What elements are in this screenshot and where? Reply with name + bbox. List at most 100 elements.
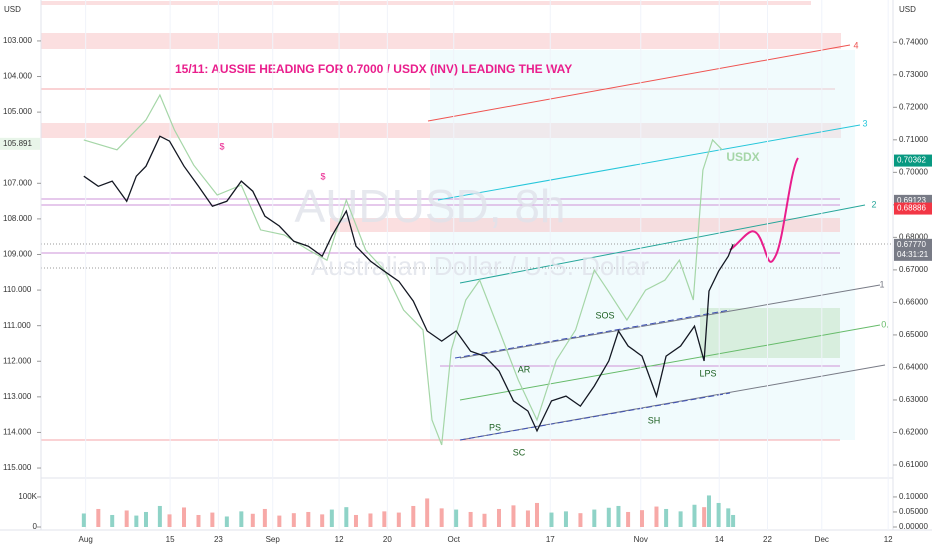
volume-bar: [167, 514, 172, 527]
y-tick-label: 0.74000: [899, 37, 928, 46]
volume-bar: [110, 514, 115, 527]
x-tick-label: 12: [884, 535, 893, 544]
x-tick-label: Dec: [815, 535, 829, 544]
volume-bar: [124, 510, 129, 527]
trend-line: [459, 324, 881, 401]
chart-title: 15/11: AUSSIE HEADING FOR 0.7000 / USDX …: [175, 62, 572, 76]
volume-bar: [344, 507, 349, 527]
volume-bar: [143, 511, 148, 527]
y-tick-label: 0.62000: [899, 428, 928, 437]
zone: [41, 33, 841, 49]
volume-bar: [196, 514, 201, 527]
usdx-label: 105.891: [3, 139, 32, 148]
volume-bar: [329, 509, 334, 527]
y2-tick-label: 110.000: [3, 285, 32, 294]
volume-bar: [639, 510, 644, 527]
volume-bar: [291, 513, 296, 527]
annotation: 3: [862, 118, 867, 128]
x-tick-label: 14: [715, 535, 724, 544]
x-tick-label: Aug: [79, 535, 93, 544]
y2-tick-label: 112.000: [3, 356, 32, 365]
volume-bar: [511, 505, 516, 527]
y2-tick-label: 115.000: [3, 463, 32, 472]
volume-bar: [534, 502, 539, 527]
volume-bar: [468, 511, 473, 527]
volume-bar: [525, 510, 530, 527]
volume-bar: [157, 505, 162, 527]
x-tick-label: 15: [166, 535, 175, 544]
price-label-bg: [894, 154, 932, 167]
zone: [330, 218, 840, 232]
volume-right-tick-label: 0.05000: [899, 507, 928, 516]
y2-tick-label: 111.000: [3, 321, 31, 330]
volume-bar: [396, 512, 401, 527]
volume-bar: [592, 509, 597, 527]
box: [700, 308, 840, 358]
volume-bar: [692, 504, 697, 527]
price-label: 0.68886: [897, 204, 926, 213]
trend-line: [427, 44, 851, 122]
y2-tick-label: 114.000: [3, 428, 32, 437]
series-line: [83, 93, 723, 446]
volume-bar: [606, 507, 611, 527]
y-tick-label: 0.64000: [899, 363, 928, 372]
watermark: AUDUSD, 8h: [295, 180, 566, 232]
annotation: $: [219, 141, 224, 151]
x-tick-label: Nov: [634, 535, 648, 544]
price-label-bg: [894, 202, 932, 215]
volume-bar: [250, 513, 255, 527]
annotation: 1: [879, 279, 884, 289]
volume-bar: [262, 508, 267, 527]
y-tick-label: 0.61000: [899, 460, 928, 469]
price-label-bg: [894, 238, 932, 261]
volume-bar: [134, 515, 139, 527]
y-tick-label: 0.70000: [899, 167, 928, 176]
y2-tick-label: 109.000: [3, 250, 32, 259]
y-tick-label: 0.68000: [899, 232, 928, 241]
volume-tick-label: 100K: [18, 492, 37, 501]
channel-line: [454, 309, 731, 359]
volume-bar: [664, 508, 669, 527]
volume-bar: [496, 508, 501, 527]
trend-line: [437, 124, 861, 201]
series-line: [83, 135, 734, 433]
price-label: 0.70362: [897, 156, 926, 165]
zone: [41, 1, 811, 5]
annotation: SC: [513, 447, 526, 457]
volume-bar: [277, 515, 282, 527]
axis-unit: USD: [899, 5, 916, 14]
y-tick-label: 0.65000: [899, 330, 928, 339]
annotation: AR: [518, 364, 531, 374]
y2-tick-label: 108.000: [3, 214, 32, 223]
x-tick-label: 22: [763, 535, 772, 544]
x-tick-label: 12: [335, 535, 344, 544]
trend-line: [459, 364, 886, 441]
x-tick-label: Sep: [266, 535, 281, 544]
volume-bar: [616, 505, 621, 527]
volume-bar: [368, 513, 373, 527]
price-label: 0.67770: [897, 240, 926, 249]
volume-bar: [439, 508, 444, 527]
y-tick-label: 0.73000: [899, 70, 928, 79]
volume-bar: [210, 512, 215, 527]
volume-bar: [182, 507, 187, 527]
x-tick-label: Oct: [447, 535, 460, 544]
annotation: USDX: [726, 150, 759, 164]
y2-tick-label: 104.000: [3, 72, 32, 81]
annotation: $: [320, 171, 325, 181]
y2-tick-label: 103.000: [3, 36, 32, 45]
volume-bar: [706, 495, 711, 527]
annotation: 2: [871, 199, 876, 209]
volume-bar: [454, 509, 459, 527]
y-tick-label: 0.66000: [899, 298, 928, 307]
volume-bar: [239, 511, 244, 527]
volume-bar: [702, 507, 707, 527]
x-tick-label: 20: [383, 535, 392, 544]
countdown: 04:31:21: [897, 250, 929, 259]
y2-tick-label: 113.000: [3, 392, 32, 401]
volume-bar: [224, 516, 229, 527]
volume-bar: [411, 505, 416, 527]
volume-bar: [306, 511, 311, 527]
